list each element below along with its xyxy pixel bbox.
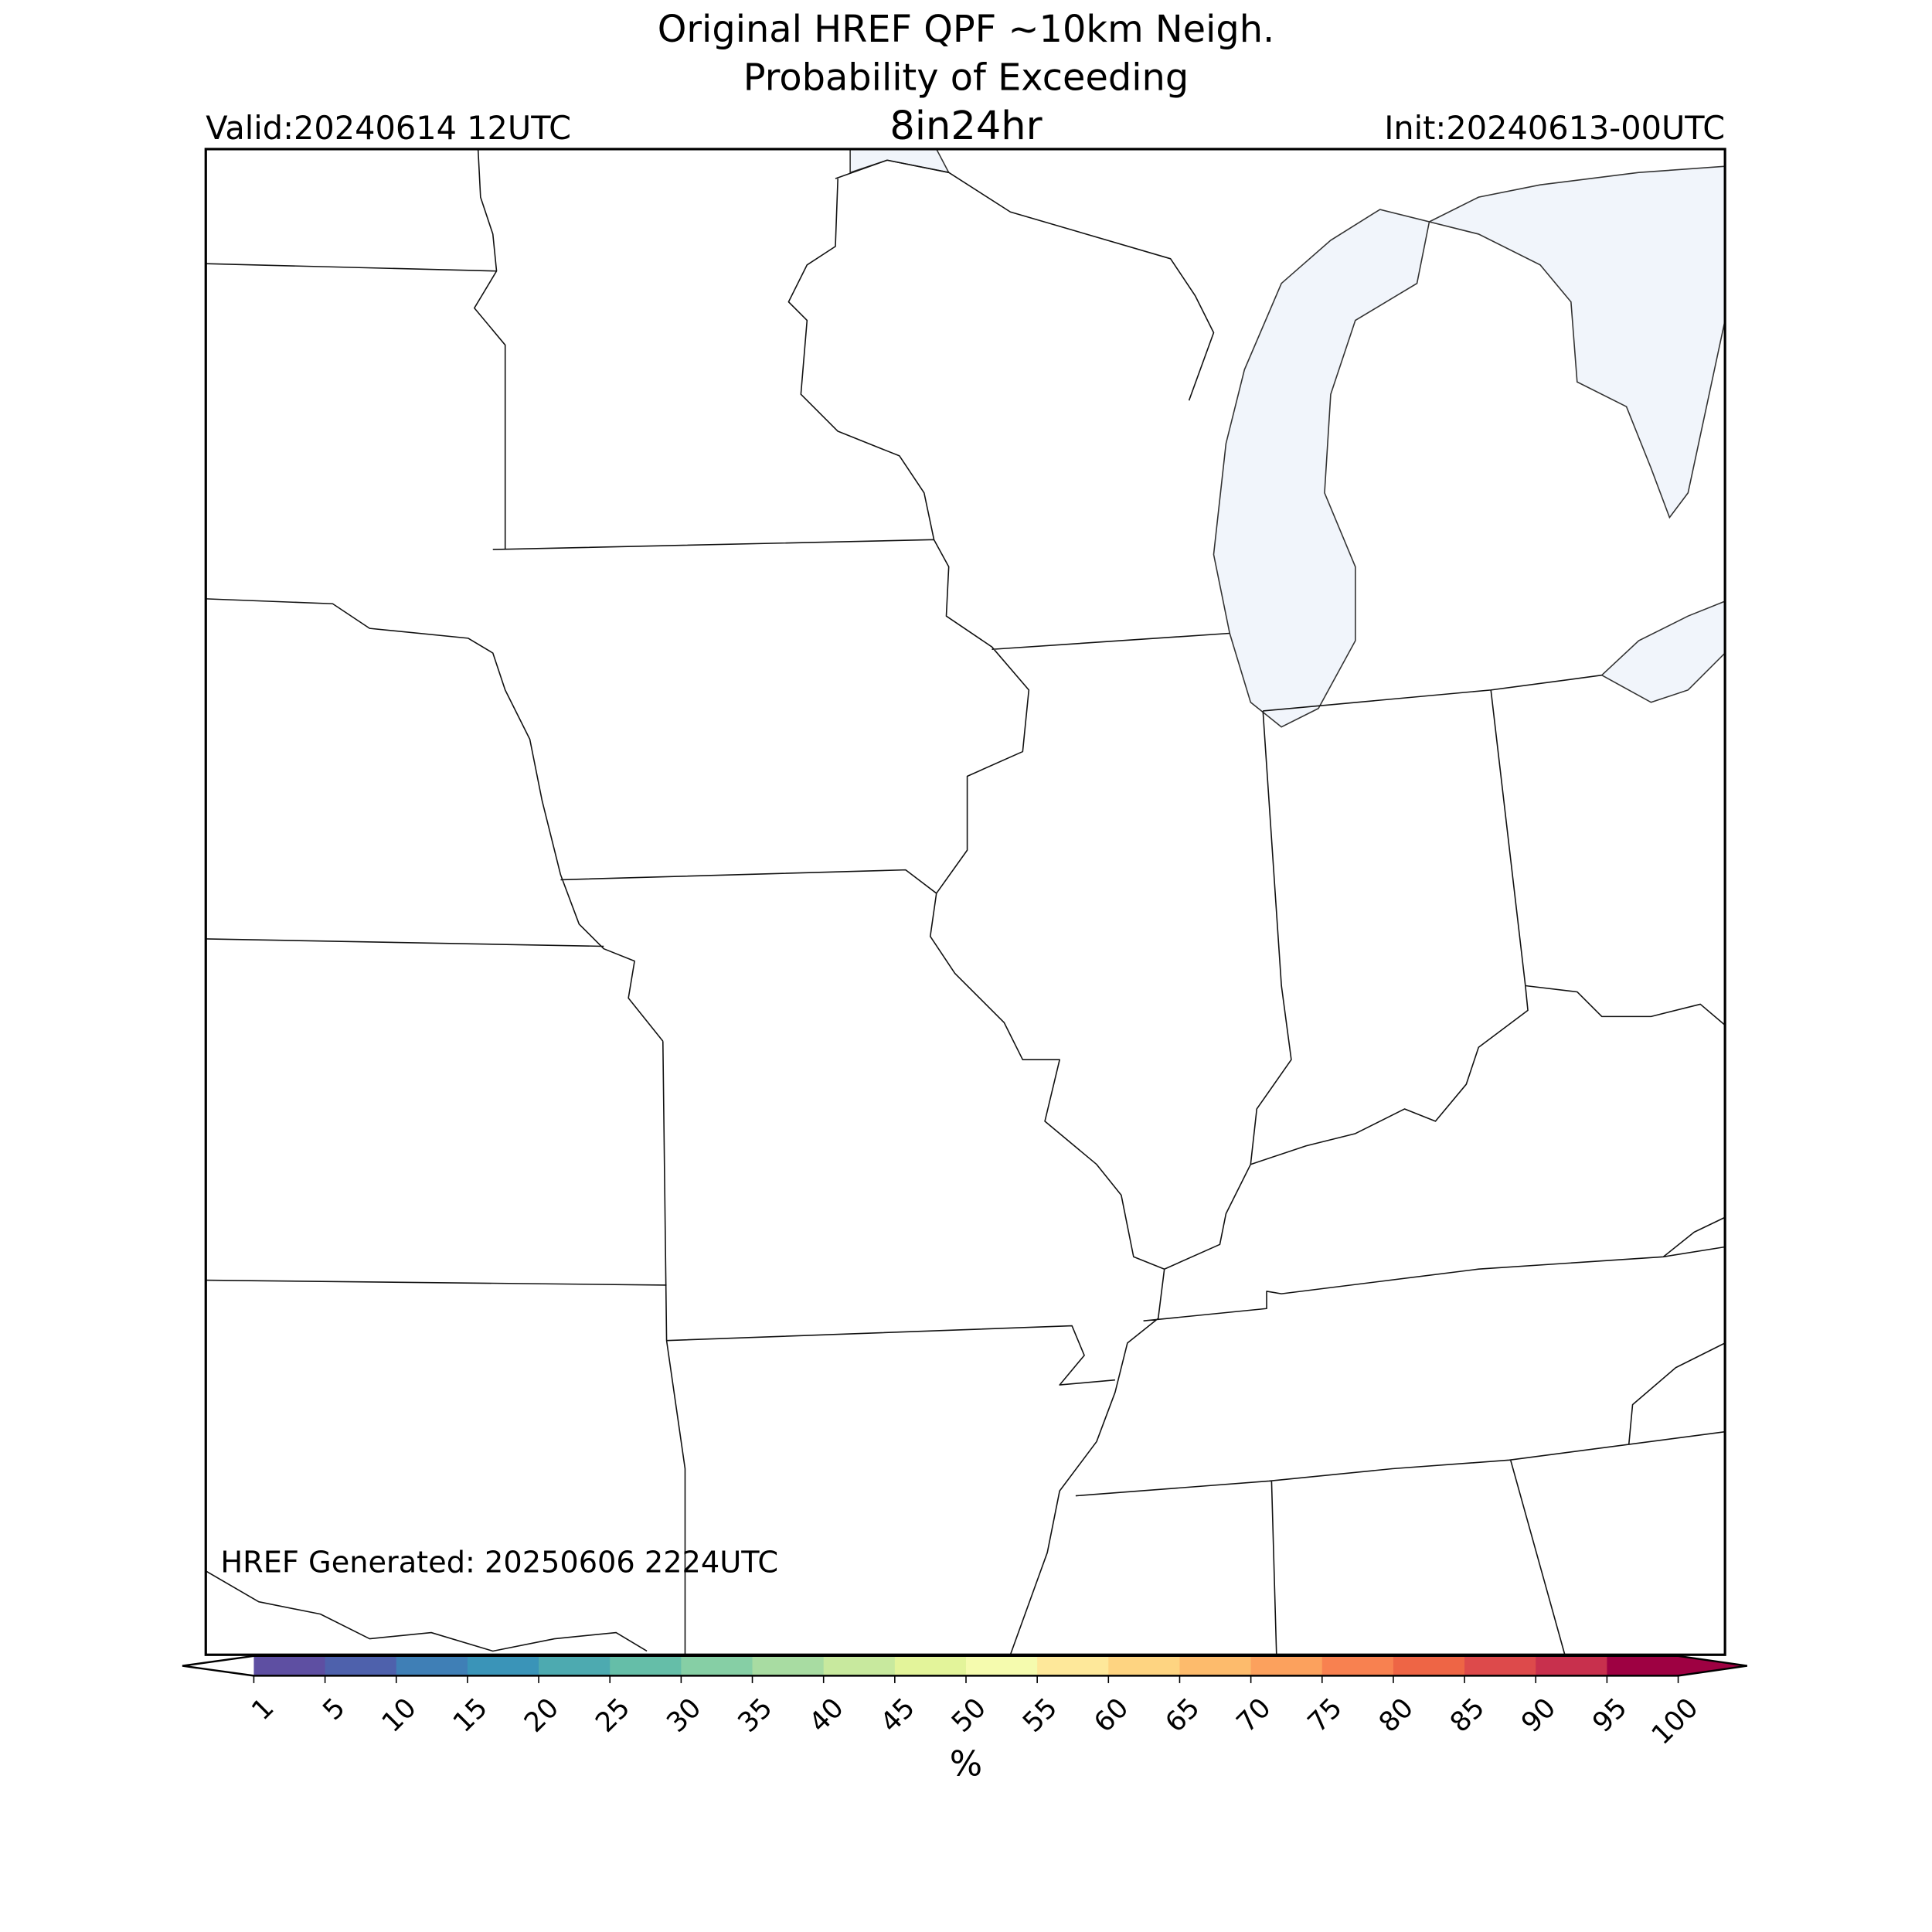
colorbar-tick-label: 25 — [590, 1692, 637, 1739]
colorbar-tick-label: 35 — [732, 1692, 779, 1739]
colorbar-tick-label: 65 — [1159, 1692, 1206, 1739]
colorbar-segment — [1607, 1655, 1679, 1676]
colorbar-segment — [1108, 1655, 1181, 1676]
colorbar-segment — [1037, 1655, 1110, 1676]
colorbar-segment — [823, 1655, 896, 1676]
colorbar-segment — [1179, 1655, 1252, 1676]
colorbar-tick-label: 60 — [1088, 1692, 1135, 1739]
colorbar-tick-label: 75 — [1301, 1692, 1349, 1739]
colorbar-tick-label: 70 — [1230, 1692, 1277, 1739]
colorbar-segment — [610, 1655, 682, 1676]
colorbar-tick-label: 80 — [1372, 1692, 1420, 1739]
colorbar-segment — [325, 1655, 397, 1676]
map-frame — [204, 148, 1726, 1656]
colorbar-label: % — [950, 1744, 982, 1784]
colorbar-segment — [539, 1655, 611, 1676]
colorbar-segment — [467, 1655, 539, 1676]
colorbar-segment — [396, 1655, 468, 1676]
colorbar-segment — [1321, 1655, 1394, 1676]
lake-erie — [1600, 600, 1726, 703]
colorbar-segment — [253, 1655, 326, 1676]
colorbar-segment — [752, 1655, 825, 1676]
init-time: Init:20240613-00UTC — [1384, 110, 1725, 147]
colorbar-tick-label: 100 — [1645, 1692, 1704, 1750]
valid-time: Valid:20240614 12UTC — [206, 110, 571, 147]
threshold-title: 8in24hr — [889, 104, 1042, 149]
colorbar-tick-label: 40 — [803, 1692, 850, 1739]
colorbar-tick-label: 90 — [1515, 1692, 1563, 1739]
lake-huron — [1427, 165, 1726, 519]
colorbar-segment — [1536, 1655, 1608, 1676]
colorbar-tick-label: 85 — [1444, 1692, 1492, 1739]
colorbar-under — [182, 1655, 254, 1676]
colorbar-segment — [1250, 1655, 1323, 1676]
state-borders — [206, 148, 1726, 1655]
colorbar-segment — [1464, 1655, 1537, 1676]
colorbar-segment — [966, 1655, 1038, 1676]
generated-note: HREF Generated: 20250606 2224UTC — [220, 1545, 778, 1580]
colorbar-tick-label: 5 — [317, 1692, 352, 1726]
colorbar-tick-label: 1 — [246, 1692, 281, 1726]
map: HREF Generated: 20250606 2224UTC — [204, 148, 1726, 1656]
colorbar-tick-label: 30 — [661, 1692, 708, 1739]
colorbar-tick-label: 55 — [1017, 1692, 1064, 1739]
colorbar-tick-label: 95 — [1587, 1692, 1634, 1739]
colorbar-segment — [1393, 1655, 1465, 1676]
colorbar-tick-label: 20 — [519, 1692, 566, 1739]
colorbar-over — [1678, 1655, 1747, 1676]
title-line: Original HREF QPF ~10km Neigh. — [658, 9, 1274, 51]
colorbar-tick-label: 50 — [945, 1692, 992, 1739]
colorbar-segment — [894, 1655, 967, 1676]
colorbar-segment — [681, 1655, 753, 1676]
colorbar-tick-label: 10 — [376, 1692, 423, 1739]
title-line: Probability of Exceeding — [743, 56, 1189, 99]
lake-michigan — [1213, 209, 1430, 728]
colorbar-tick-label: 45 — [874, 1692, 921, 1739]
colorbar-tick-label: 15 — [447, 1692, 494, 1739]
colorbar: 1 5 10 15 20 25 30 35 40 45 50 55 60 65 70 75 80 85 90 95 10… — [182, 1655, 1748, 1751]
